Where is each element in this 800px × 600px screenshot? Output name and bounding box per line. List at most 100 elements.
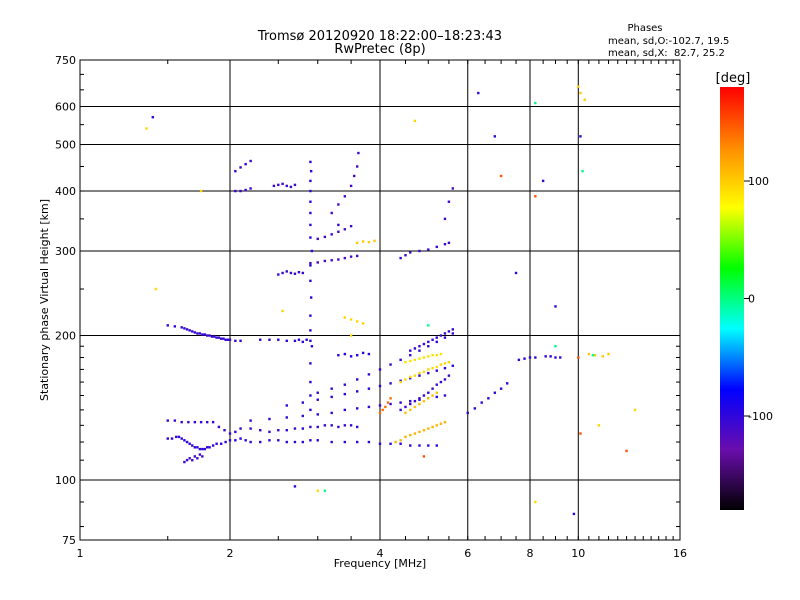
data-point <box>239 339 242 343</box>
data-point <box>427 248 430 251</box>
data-point <box>579 91 582 95</box>
data-point <box>418 249 421 253</box>
data-point <box>422 399 426 403</box>
data-point <box>349 224 353 228</box>
data-point <box>297 271 301 274</box>
data-point <box>323 424 327 427</box>
data-point <box>198 447 202 451</box>
data-point <box>349 424 353 427</box>
data-point <box>180 326 183 329</box>
data-point <box>399 358 402 362</box>
data-point <box>409 349 412 352</box>
grid-lines <box>80 60 680 540</box>
data-point <box>249 440 252 444</box>
data-point <box>427 371 430 375</box>
data-point <box>583 98 586 101</box>
data-point <box>427 444 430 447</box>
data-point <box>277 439 280 442</box>
data-point <box>210 335 214 338</box>
data-point <box>554 356 557 359</box>
data-point <box>222 337 225 340</box>
data-point <box>301 427 305 430</box>
data-point <box>301 401 305 404</box>
data-point <box>330 259 333 262</box>
data-point <box>579 135 582 138</box>
data-point <box>418 357 421 360</box>
x-axis-label: Frequency [MHz] <box>334 557 426 570</box>
data-point <box>418 402 421 406</box>
data-point <box>431 353 434 357</box>
data-point <box>355 440 359 444</box>
data-point <box>188 442 191 445</box>
data-point <box>239 437 242 440</box>
data-point <box>386 401 390 404</box>
data-point <box>343 440 347 444</box>
data-point <box>285 339 288 343</box>
data-point <box>193 331 197 334</box>
data-point <box>427 345 430 348</box>
data-point <box>219 442 223 445</box>
data-point <box>196 332 199 335</box>
data-point <box>309 264 312 267</box>
data-point <box>418 371 421 375</box>
data-point <box>431 338 434 341</box>
data-point <box>480 401 483 404</box>
data-point <box>285 416 288 419</box>
data-point <box>316 439 319 442</box>
data-point <box>447 241 451 245</box>
data-point <box>301 271 305 275</box>
data-point <box>404 360 407 364</box>
y-tick-label: 100 <box>55 474 76 487</box>
data-point <box>443 336 447 339</box>
data-point <box>451 187 455 190</box>
data-point <box>309 439 312 442</box>
data-point <box>285 440 288 444</box>
data-point <box>404 411 407 415</box>
data-point <box>534 195 537 198</box>
data-point <box>367 240 371 244</box>
data-point <box>435 444 438 447</box>
data-point <box>259 440 262 444</box>
data-point <box>418 345 421 348</box>
data-point <box>404 405 407 409</box>
data-point <box>431 387 434 390</box>
data-point <box>285 184 288 188</box>
colorbar-unit: [deg] <box>716 71 751 86</box>
data-point <box>389 363 392 366</box>
data-point <box>217 336 221 339</box>
data-point <box>166 324 169 327</box>
data-point <box>367 440 371 444</box>
data-point <box>439 334 443 337</box>
plot-frame <box>79 59 681 541</box>
data-point <box>381 408 384 412</box>
data-point <box>389 402 392 406</box>
data-point <box>166 419 169 422</box>
data-point <box>224 338 227 341</box>
data-point <box>234 439 237 442</box>
data-point <box>633 408 637 412</box>
data-point <box>427 397 430 400</box>
data-point <box>234 430 237 434</box>
data-point <box>443 332 447 335</box>
x-tick-label: 16 <box>673 547 687 560</box>
data-point <box>175 435 178 439</box>
data-point <box>323 489 327 492</box>
data-point <box>239 166 242 169</box>
data-point <box>183 439 186 442</box>
data-point <box>367 373 371 376</box>
data-point <box>431 425 434 429</box>
data-point <box>337 203 340 206</box>
data-point <box>301 440 305 444</box>
data-point <box>289 271 293 275</box>
data-point <box>422 342 426 346</box>
data-point <box>249 159 252 163</box>
data-point <box>443 366 447 370</box>
data-point <box>205 334 209 337</box>
data-point <box>177 435 181 439</box>
data-point <box>316 391 319 394</box>
data-point <box>277 338 280 341</box>
data-point <box>439 380 443 384</box>
data-point <box>244 439 247 442</box>
data-point <box>343 195 347 198</box>
data-point <box>413 399 417 403</box>
